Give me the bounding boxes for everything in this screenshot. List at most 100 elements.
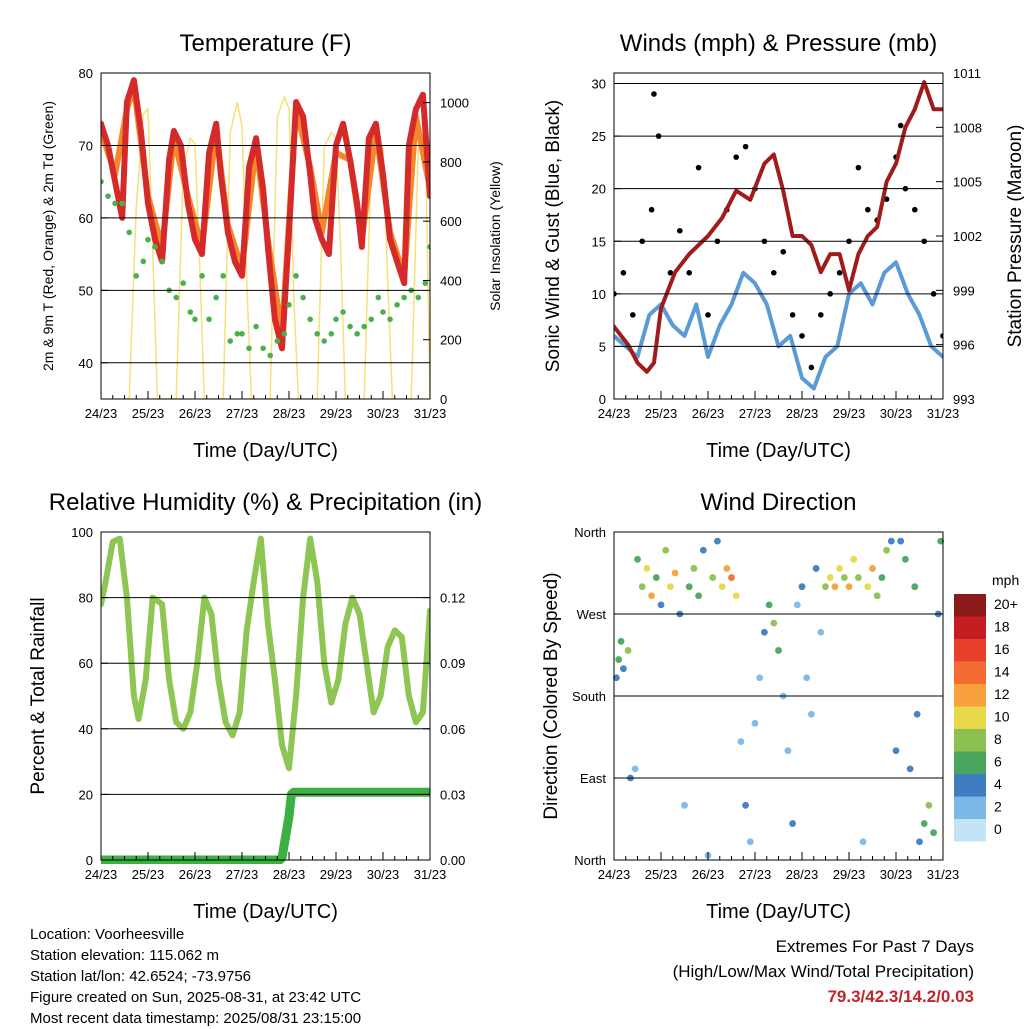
direction-point bbox=[913, 710, 921, 718]
direction-point bbox=[685, 583, 693, 591]
sonic-wind-line bbox=[614, 260, 943, 391]
dewpoint-point bbox=[415, 294, 422, 301]
legend-label: 2 bbox=[994, 799, 1002, 815]
y-right-tick-label: 993 bbox=[953, 392, 975, 407]
direction-point bbox=[662, 546, 670, 554]
dewpoint-point bbox=[387, 316, 393, 323]
legend-swatch bbox=[954, 706, 986, 729]
direction-point bbox=[831, 583, 839, 591]
direction-point bbox=[864, 583, 872, 591]
direction-point bbox=[836, 565, 843, 572]
legend-label: 16 bbox=[994, 641, 1010, 657]
direction-point bbox=[690, 565, 698, 572]
y-tick-label: 5 bbox=[599, 339, 606, 354]
x-tick-label: 30/23 bbox=[367, 406, 400, 421]
dewpoint-point bbox=[394, 302, 400, 308]
direction-point bbox=[737, 738, 745, 745]
gust-point bbox=[836, 270, 843, 276]
station-info: Location: Voorheesville Station elevatio… bbox=[30, 924, 361, 1029]
direction-point bbox=[634, 555, 641, 563]
dewpoint-point bbox=[267, 352, 274, 359]
y-right-axis-label: Solar Insolation (Yellow) bbox=[487, 161, 503, 311]
gust-point bbox=[940, 333, 943, 339]
dewpoint-point bbox=[112, 200, 118, 207]
direction-point bbox=[916, 838, 923, 846]
gust-point bbox=[742, 143, 749, 150]
gust-point bbox=[667, 270, 674, 276]
y-right-tick-label: 400 bbox=[440, 273, 462, 288]
x-axis-label: Time (Day/UTC) bbox=[193, 440, 338, 462]
y-tick-label: 20 bbox=[592, 182, 606, 197]
legend-swatch bbox=[954, 729, 986, 752]
x-tick-label: 25/23 bbox=[645, 867, 678, 882]
y-tick-label: 60 bbox=[79, 656, 93, 671]
latlon-text: Station lat/lon: 42.6524; -73.9756 bbox=[30, 968, 252, 985]
dewpoint-point bbox=[227, 338, 234, 344]
gust-point bbox=[897, 122, 904, 129]
y-tick-label: 40 bbox=[79, 356, 93, 371]
gust-point bbox=[651, 91, 657, 97]
dewpoint-point bbox=[180, 280, 187, 286]
dewpoint-point bbox=[422, 280, 429, 286]
gust-point bbox=[705, 312, 711, 318]
legend-swatch bbox=[954, 684, 986, 707]
direction-point bbox=[765, 601, 773, 609]
direction-point bbox=[803, 674, 811, 682]
dewpoint-point bbox=[105, 193, 111, 199]
y-right-tick-label: 996 bbox=[953, 338, 975, 353]
x-tick-label: 29/23 bbox=[320, 406, 353, 421]
legend-label: 12 bbox=[994, 686, 1010, 702]
x-tick-label: 29/23 bbox=[833, 406, 866, 421]
chart-title: Winds (mph) & Pressure (mb) bbox=[620, 30, 937, 57]
direction-point bbox=[869, 565, 876, 572]
direction-point bbox=[850, 555, 858, 563]
y-right-axis-label: Station Pressure (Maroon) bbox=[1005, 125, 1024, 348]
y-right-tick-label: 0 bbox=[440, 392, 447, 407]
direction-point bbox=[855, 574, 862, 581]
direction-point bbox=[699, 546, 707, 554]
gust-point bbox=[686, 270, 692, 276]
legend-label: 8 bbox=[994, 731, 1002, 747]
gust-point bbox=[695, 164, 702, 171]
direction-point bbox=[925, 801, 933, 809]
direction-point bbox=[732, 592, 740, 600]
direction-point bbox=[911, 583, 919, 591]
direction-point bbox=[671, 569, 679, 577]
legend-swatch bbox=[954, 796, 986, 819]
legend-swatch bbox=[954, 639, 986, 662]
direction-point bbox=[728, 574, 735, 581]
direction-point bbox=[883, 546, 890, 554]
direction-point bbox=[817, 628, 825, 636]
x-tick-label: 30/23 bbox=[367, 867, 400, 882]
x-tick-label: 31/23 bbox=[414, 867, 447, 882]
x-tick-label: 31/23 bbox=[414, 406, 447, 421]
y-tick-label: 15 bbox=[592, 234, 606, 249]
dewpoint-point bbox=[427, 244, 430, 250]
x-tick-label: 24/23 bbox=[598, 867, 631, 882]
dewpoint-point bbox=[375, 294, 382, 301]
dewpoint-point bbox=[307, 316, 313, 323]
direction-point bbox=[784, 747, 792, 755]
gust-point bbox=[677, 227, 683, 234]
gust-point bbox=[780, 248, 786, 255]
direction-point bbox=[808, 710, 815, 718]
y-tick-label: 20 bbox=[79, 787, 93, 802]
y-axis-label: Sonic Wind & Gust (Blue, Black) bbox=[543, 100, 564, 372]
x-tick-label: 28/23 bbox=[786, 867, 819, 882]
humidity-line bbox=[101, 535, 430, 772]
dewpoint-point bbox=[340, 309, 346, 315]
y-tick-label: North bbox=[574, 525, 606, 540]
direction-point bbox=[770, 619, 778, 627]
direction-point bbox=[859, 838, 867, 846]
direction-point bbox=[742, 801, 749, 809]
y-right-tick-label: 1005 bbox=[953, 175, 982, 190]
direction-point bbox=[920, 820, 928, 827]
direction-point bbox=[714, 537, 721, 545]
direction-point bbox=[897, 537, 905, 545]
x-tick-label: 27/23 bbox=[739, 867, 772, 882]
y-tick-label: 70 bbox=[79, 138, 93, 153]
direction-point bbox=[873, 592, 881, 600]
direction-point bbox=[638, 583, 646, 591]
direction-point bbox=[775, 647, 782, 654]
